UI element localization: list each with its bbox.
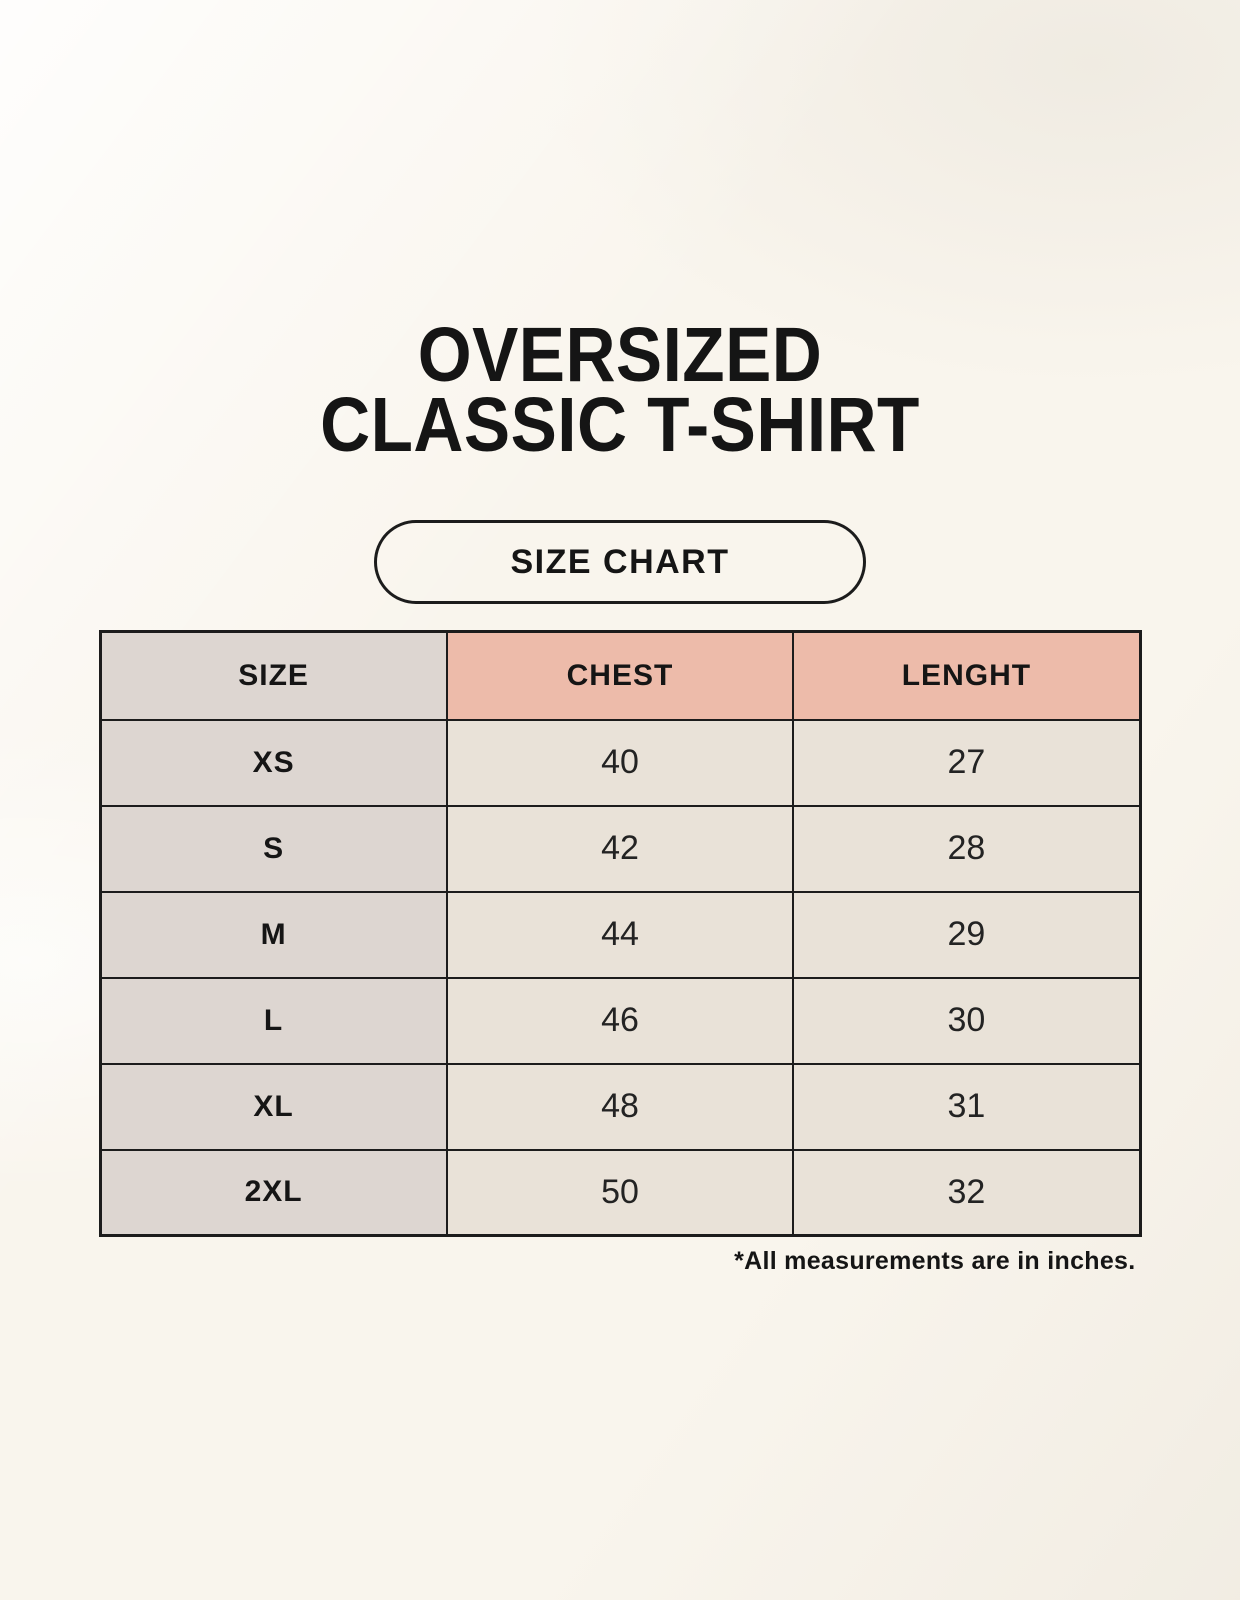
chest-cell: 46 <box>445 976 795 1065</box>
chest-cell: 40 <box>445 718 795 807</box>
size-chart-badge[interactable]: SIZE CHART <box>374 520 866 604</box>
size-table: SIZE CHEST LENGHT XS 40 27 S 42 28 M 44 … <box>98 630 1142 1237</box>
table-row-xs: XS 40 27 <box>99 718 1141 807</box>
size-table-header: SIZE CHEST LENGHT <box>99 630 1141 721</box>
table-row-xl: XL 48 31 <box>99 1062 1141 1151</box>
page-title-line-2: CLASSIC T-SHIRT <box>320 382 920 468</box>
table-row-s: S 42 28 <box>99 804 1141 893</box>
length-cell: 28 <box>792 804 1141 893</box>
table-row-m: M 44 29 <box>99 890 1141 979</box>
chest-cell: 48 <box>445 1062 795 1151</box>
length-cell: 32 <box>792 1148 1141 1237</box>
size-chart-badge-label: SIZE CHART <box>510 542 730 581</box>
page-title-line-1: OVERSIZED <box>417 312 823 398</box>
size-table-body: XS 40 27 S 42 28 M 44 29 L 46 30 XL 48 <box>99 718 1141 1237</box>
measurements-footnote: *All measurements are in inches. <box>734 1247 1136 1275</box>
table-row-2xl: 2XL 50 32 <box>99 1148 1141 1237</box>
length-cell: 29 <box>792 890 1141 979</box>
column-header-chest: CHEST <box>445 630 795 721</box>
size-cell: XL <box>99 1062 448 1151</box>
size-cell: L <box>99 976 448 1065</box>
column-header-size: SIZE <box>99 630 448 721</box>
size-cell: M <box>99 890 448 979</box>
column-header-length: LENGHT <box>792 630 1141 721</box>
chest-cell: 44 <box>445 890 795 979</box>
length-cell: 31 <box>792 1062 1141 1151</box>
size-cell: 2XL <box>99 1148 448 1237</box>
size-cell: S <box>99 804 448 893</box>
page-title: OVERSIZED CLASSIC T-SHIRT <box>62 0 1178 468</box>
table-row-l: L 46 30 <box>99 976 1141 1065</box>
header-row: SIZE CHEST LENGHT <box>99 630 1141 721</box>
chest-cell: 42 <box>445 804 795 893</box>
length-cell: 27 <box>792 718 1141 807</box>
length-cell: 30 <box>792 976 1141 1065</box>
size-cell: XS <box>99 718 448 807</box>
chest-cell: 50 <box>445 1148 795 1237</box>
